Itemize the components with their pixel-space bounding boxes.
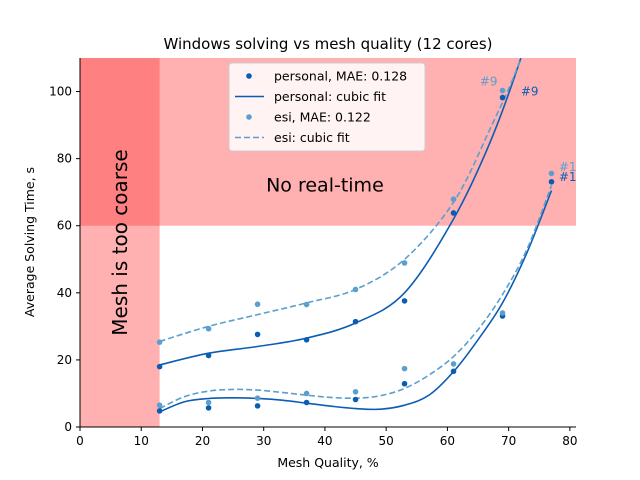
esi-point — [205, 399, 212, 406]
esi-point — [254, 301, 261, 308]
personal-point — [548, 178, 555, 185]
esi-point — [548, 170, 555, 177]
y-axis-label: Average Solving Time, s — [22, 167, 37, 317]
esi-point — [499, 310, 506, 316]
personal-point — [401, 298, 408, 304]
esi-point — [401, 365, 408, 372]
personal-point — [254, 331, 261, 338]
personal-point — [549, 22, 555, 28]
y-tick-label: 80 — [57, 152, 72, 166]
x-tick-label: 70 — [501, 434, 516, 448]
x-axis-label: Mesh Quality, % — [277, 455, 378, 470]
region-overlap — [80, 58, 160, 226]
y-tick-label: 60 — [57, 219, 72, 233]
y-tick-label: 0 — [64, 420, 72, 434]
esi-upper-fit-line — [159, 58, 522, 343]
personal-point — [303, 399, 310, 406]
region-label-too-coarse: Mesh is too coarse — [108, 149, 132, 335]
annotation-esi: #9 — [480, 74, 498, 88]
esi-point — [549, 22, 555, 28]
personal-point — [352, 318, 359, 325]
personal-point — [450, 210, 457, 216]
esi-point — [205, 325, 212, 332]
legend: personal, MAE: 0.128 personal: cubic fit e… — [228, 62, 426, 152]
personal-point — [156, 363, 163, 370]
legend-label-personal: personal: cubic fit — [274, 89, 386, 104]
personal-point — [205, 352, 212, 359]
esi-point — [303, 301, 310, 308]
chart-title: Windows solving vs mesh quality (12 core… — [163, 35, 492, 53]
esi-point — [254, 395, 261, 401]
personal-point — [450, 368, 457, 375]
legend-label-esi: esi, MAE: 0.122 — [274, 110, 371, 125]
annotation-esi: #1 — [559, 160, 577, 174]
personal-point — [401, 380, 408, 387]
esi-point — [450, 196, 457, 203]
personal-point — [352, 396, 359, 403]
esi-point — [499, 87, 506, 94]
personal-upper-fit-line — [159, 58, 522, 366]
legend-marker-personal — [246, 73, 252, 79]
plot-area — [156, 22, 555, 414]
x-tick-label: 20 — [195, 434, 210, 448]
personal-point — [205, 405, 212, 411]
personal-point — [156, 408, 163, 414]
x-tick-label: 40 — [317, 434, 332, 448]
data-points — [156, 22, 555, 414]
personal-point — [254, 403, 261, 409]
esi-point — [352, 388, 359, 395]
y-tick-label: 20 — [57, 353, 72, 367]
y-tick-label: 40 — [57, 286, 72, 300]
legend-label-personal: personal, MAE: 0.128 — [274, 69, 407, 84]
esi-point — [352, 286, 359, 293]
esi-point — [450, 361, 457, 367]
x-tick-label: 30 — [256, 434, 271, 448]
legend-box — [228, 62, 426, 152]
annotation-personal: #9 — [521, 85, 539, 99]
y-tick-label: 100 — [49, 85, 72, 99]
personal-point — [303, 336, 310, 343]
esi-point — [156, 339, 163, 345]
esi-point — [156, 402, 163, 408]
x-tick-label: 50 — [379, 434, 394, 448]
personal-lower-fit-line — [159, 190, 553, 413]
x-tick-label: 0 — [76, 434, 84, 448]
x-tick-label: 60 — [440, 434, 455, 448]
legend-marker-esi — [246, 114, 252, 120]
annotation-personal: #1 — [559, 170, 577, 184]
x-tick-label: 10 — [134, 434, 149, 448]
esi-point — [303, 390, 310, 397]
axes: 0 10 20 30 40 50 60 70 80 0 20 40 60 80 100 — [49, 58, 578, 448]
region-labels: No real-time Mesh is too coarse — [108, 149, 384, 335]
point-annotations: #9 #9 #1#1 — [480, 74, 577, 184]
esi-point — [401, 260, 408, 266]
legend-label-esi: esi: cubic fit — [274, 130, 350, 145]
region-label-no-realtime: No real-time — [266, 174, 384, 196]
personal-point — [499, 94, 506, 101]
x-tick-label: 80 — [562, 434, 577, 448]
